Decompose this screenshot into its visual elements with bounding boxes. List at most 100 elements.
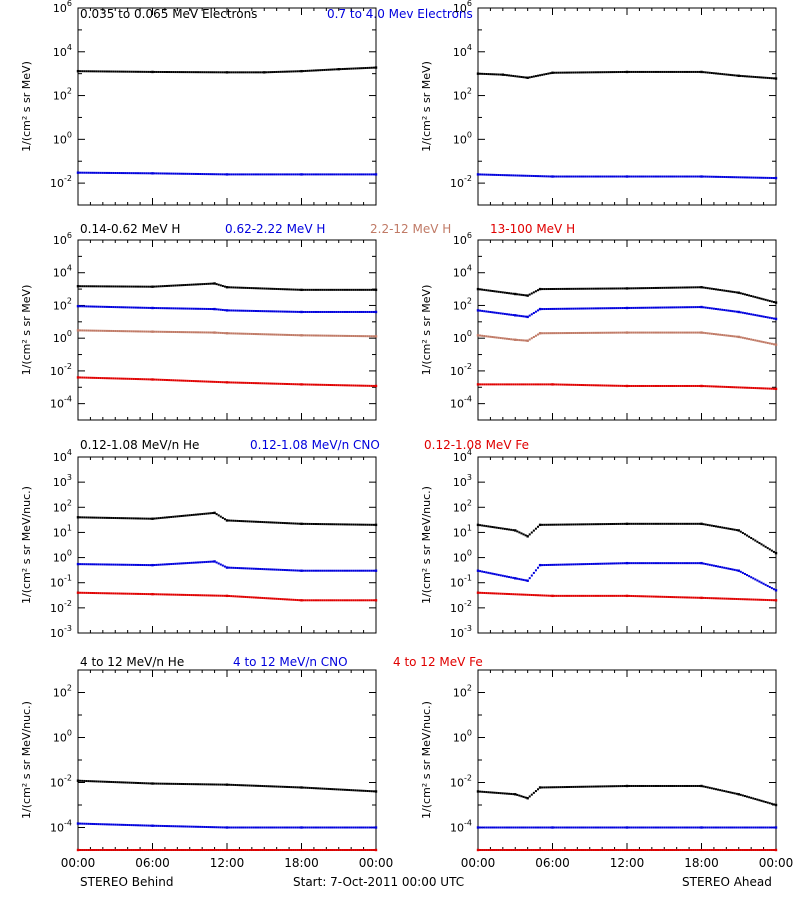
trace-dot xyxy=(669,784,672,787)
trace-dot xyxy=(696,596,699,599)
trace-dot xyxy=(89,329,92,332)
trace-dot xyxy=(372,523,375,526)
trace-dot xyxy=(671,522,674,525)
trace-dot xyxy=(141,592,144,595)
trace-dot xyxy=(352,384,355,387)
trace-dot xyxy=(532,529,535,532)
trace-dot xyxy=(508,826,511,829)
trace-dot xyxy=(688,784,691,787)
trace-dot xyxy=(325,334,328,337)
trace-dot xyxy=(325,849,328,851)
trace-dot xyxy=(141,782,144,785)
trace-dot xyxy=(180,71,183,74)
trace-dot xyxy=(737,176,740,179)
trace-dot xyxy=(597,849,600,851)
trace-dot xyxy=(126,70,129,73)
trace-dot xyxy=(499,291,502,294)
data-point xyxy=(337,67,340,71)
trace-dot xyxy=(93,516,96,519)
trace-dot xyxy=(686,596,689,599)
trace-dot xyxy=(279,521,282,524)
trace-dot xyxy=(526,383,529,386)
trace-dot xyxy=(277,288,280,291)
trace-dot xyxy=(114,171,117,174)
trace-dot xyxy=(312,826,315,829)
trace-dot xyxy=(95,171,98,174)
trace-dot xyxy=(737,598,740,601)
trace-dot xyxy=(339,68,342,71)
trace-dot xyxy=(485,335,488,338)
trace-dot xyxy=(211,512,214,515)
trace-dot xyxy=(576,175,579,178)
trace-dot xyxy=(657,306,660,309)
trace-dot xyxy=(170,515,173,518)
series-3 xyxy=(76,848,378,852)
trace-dot xyxy=(308,69,311,72)
data-point xyxy=(374,790,378,793)
trace-dot xyxy=(537,594,540,597)
trace-dot xyxy=(630,522,633,525)
trace-dot xyxy=(163,71,166,74)
trace-dot xyxy=(528,293,531,296)
trace-dot xyxy=(85,70,88,73)
data-point xyxy=(737,569,740,572)
trace-dot xyxy=(592,849,595,851)
trace-dot xyxy=(510,338,513,341)
trace-dot xyxy=(717,525,720,528)
trace-dot xyxy=(174,849,177,851)
trace-dot xyxy=(248,596,251,599)
trace-dot xyxy=(764,176,767,179)
trace-dot xyxy=(563,71,566,74)
trace-dot xyxy=(717,175,720,178)
trace-dot xyxy=(628,70,631,73)
trace-dot xyxy=(704,562,707,565)
trace-dot xyxy=(735,569,738,572)
trace-dot xyxy=(341,826,344,829)
trace-dot xyxy=(537,826,540,829)
trace-dot xyxy=(165,379,168,382)
trace-dot xyxy=(563,826,566,829)
trace-dot xyxy=(128,172,131,175)
trace-dot xyxy=(250,332,253,335)
trace-dot xyxy=(597,384,600,387)
trace-dot xyxy=(557,307,560,310)
trace-dot xyxy=(205,826,208,829)
trace-dot xyxy=(640,306,643,309)
trace-dot xyxy=(163,849,166,851)
series-3 xyxy=(476,848,778,852)
trace-dot xyxy=(611,307,614,310)
trace-dot xyxy=(762,826,765,829)
trace-dot xyxy=(725,849,728,851)
trace-dot xyxy=(248,849,251,851)
trace-dot xyxy=(294,383,297,386)
data-point xyxy=(514,338,517,341)
trace-dot xyxy=(497,826,500,829)
trace-dot xyxy=(174,307,177,310)
trace-dot xyxy=(568,383,571,386)
trace-dot xyxy=(211,560,214,563)
series-3 xyxy=(76,329,378,338)
trace-dot xyxy=(346,849,349,851)
trace-dot xyxy=(520,826,523,829)
trace-dot xyxy=(331,826,334,829)
trace-dot xyxy=(283,785,286,788)
trace-dot xyxy=(520,532,523,535)
trace-dot xyxy=(741,571,744,574)
trace-dot xyxy=(696,286,699,289)
trace-dot xyxy=(101,329,104,332)
trace-dot xyxy=(712,849,715,851)
data-point xyxy=(300,569,303,572)
trace-dot xyxy=(290,383,293,386)
trace-dot xyxy=(199,307,202,310)
trace-dot xyxy=(219,515,222,518)
trace-dot xyxy=(242,309,245,312)
trace-dot xyxy=(563,383,566,386)
trace-dot xyxy=(93,171,96,174)
trace-dot xyxy=(605,849,608,851)
trace-dot xyxy=(174,782,177,785)
trace-dot xyxy=(679,286,682,289)
trace-dot xyxy=(186,514,189,517)
trace-dot xyxy=(306,310,309,313)
trace-dot xyxy=(246,520,249,523)
trace-dot xyxy=(706,563,709,566)
